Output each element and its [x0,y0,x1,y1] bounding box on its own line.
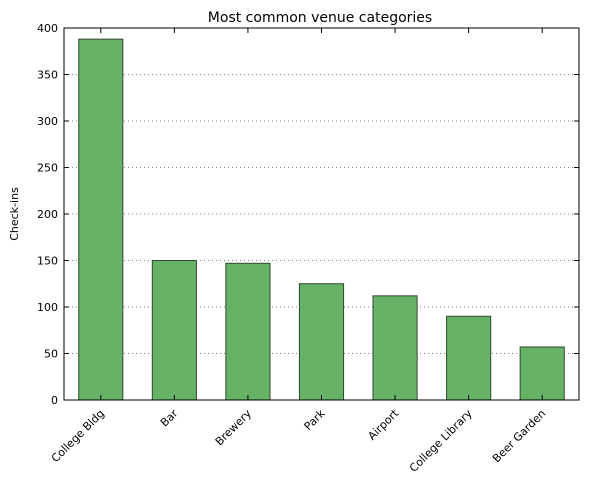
y-axis-label: Check-ins [8,187,21,241]
x-tick-label: College Library [407,407,475,475]
x-tick-label: Park [302,406,328,432]
chart-title: Most common venue categories [208,10,432,26]
y-tick-labels: 0 50 100 150 200 250 300 350 400 [37,22,58,407]
bar [225,262,271,401]
y-tick-label: 150 [37,255,58,268]
bar [78,38,124,401]
y-tick-label: 50 [44,348,58,361]
y-tick-label: 100 [37,301,58,314]
bar [519,346,565,401]
x-tick-label: Brewery [213,407,255,449]
x-tick-labels: College Bldg Bar Brewery Park Airport College… [49,406,549,474]
x-tick-label: College Bldg [49,407,107,465]
y-tick-label: 200 [37,208,58,221]
bars [78,38,565,401]
bar [298,283,345,401]
y-tick-label: 300 [37,115,58,128]
y-tick-label: 400 [37,22,58,35]
y-tick-label: 0 [51,394,58,407]
x-tick-label: Airport [365,406,401,442]
y-tick-label: 350 [37,69,58,82]
bar [446,315,492,401]
bar [372,295,418,401]
x-tick-label: Bar [158,407,181,430]
bar [151,260,197,401]
x-tick-label: Beer Garden [490,407,548,465]
plot-frame [63,27,580,401]
y-tick-label: 250 [37,162,58,175]
axes [63,27,580,401]
